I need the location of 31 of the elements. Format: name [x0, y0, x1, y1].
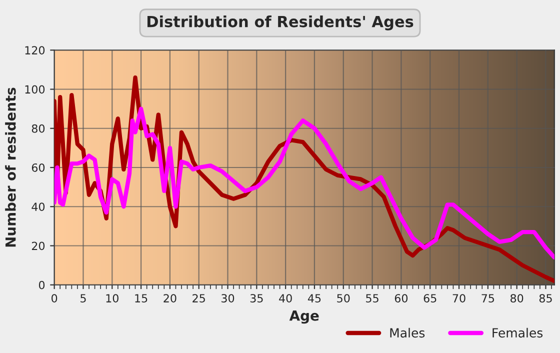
x-tick-label: 45 [308, 294, 321, 302]
x-axis-title: Age [289, 310, 319, 324]
x-tick-label: 55 [366, 294, 378, 302]
x-tick-label: 0 [52, 294, 58, 302]
line-series [54, 106, 554, 260]
x-tick-label: 35 [250, 294, 263, 302]
x-tick-label: 80 [510, 294, 524, 302]
y-axis-title: Number of residents [5, 88, 16, 247]
legend-label: Males [390, 328, 425, 338]
y-tick-label: 60 [32, 163, 45, 172]
x-tick-label: 20 [164, 294, 176, 302]
x-tick-label: 60 [394, 294, 408, 302]
y-tick-label: 120 [25, 46, 45, 55]
y-tick-label: 100 [25, 85, 45, 94]
y-tick-label: 0 [38, 280, 45, 290]
y-tick-label: 20 [32, 242, 45, 250]
x-tick-label: 25 [192, 294, 205, 302]
x-tick-label: 40 [279, 294, 292, 302]
y-tick-label: 80 [32, 124, 45, 133]
x-tick-label: 15 [135, 294, 148, 302]
x-tick-label: 30 [222, 294, 234, 302]
x-tick-label: 50 [337, 294, 350, 302]
x-tick-label: 85 [539, 294, 552, 302]
y-tick-label: 40 [32, 202, 45, 211]
x-tick-label: 65 [424, 294, 436, 302]
legend-label: Females [492, 328, 543, 338]
chart-title: Distribution of Residents' Ages [147, 15, 414, 30]
x-tick-label: 75 [482, 294, 494, 302]
x-tick-label: 10 [106, 294, 118, 302]
x-tick-label: 70 [452, 294, 466, 302]
x-tick-label: 5 [80, 294, 86, 302]
